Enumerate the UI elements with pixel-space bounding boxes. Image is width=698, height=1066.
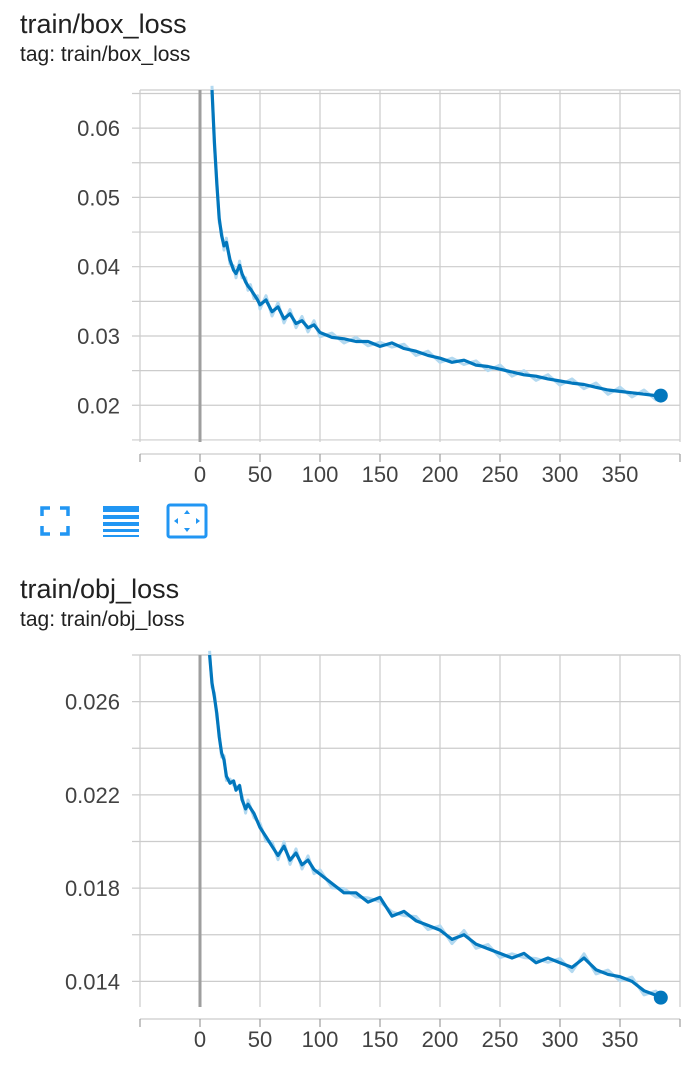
smoothed-series-line — [210, 89, 661, 398]
last-point-marker — [653, 388, 668, 403]
y-tick-label: 0.022 — [65, 783, 120, 808]
last-point-marker — [653, 990, 668, 1005]
y-tick-label: 0.018 — [65, 876, 120, 901]
x-tick-label: 0 — [194, 1027, 206, 1052]
x-tick-label: 50 — [248, 1027, 272, 1052]
x-tick-label: 200 — [422, 462, 459, 487]
x-tick-label: 300 — [542, 462, 579, 487]
chart-tag: tag: train/box_loss — [20, 43, 191, 66]
x-tick-label: 100 — [302, 462, 339, 487]
y-tick-label: 0.014 — [65, 969, 120, 994]
y-tick-label: 0.05 — [77, 185, 120, 210]
raw-series-line — [210, 85, 663, 402]
raw-series-line — [208, 650, 663, 1003]
y-tick-label: 0.06 — [77, 116, 120, 141]
fit-domain-icon — [166, 503, 208, 539]
x-tick-label: 50 — [248, 462, 272, 487]
box-loss-chart[interactable]: 0.02 0.03 0.04 0.05 0.06 0 50 100 150 200 250 300 35… — [0, 0, 698, 500]
x-tick-label: 150 — [362, 462, 399, 487]
toggle-data-table-button[interactable] — [100, 500, 142, 542]
obj-loss-chart[interactable]: 0.014 0.018 0.022 0.026 0 50 100 150 200 250 300 35… — [0, 565, 698, 1065]
x-tick-label: 250 — [482, 462, 519, 487]
y-tick-label: 0.026 — [65, 690, 120, 715]
x-tick-label: 300 — [542, 1027, 579, 1052]
y-tick-label: 0.03 — [77, 324, 120, 349]
smoothed-series-line — [208, 654, 662, 1000]
x-tick-label: 350 — [602, 462, 639, 487]
chart-title: train/obj_loss — [20, 574, 180, 604]
x-tick-label: 100 — [302, 1027, 339, 1052]
fit-domain-button[interactable] — [166, 500, 208, 542]
x-tick-label: 200 — [422, 1027, 459, 1052]
y-tick-label: 0.02 — [77, 393, 120, 418]
x-tick-label: 250 — [482, 1027, 519, 1052]
x-tick-label: 0 — [194, 462, 206, 487]
chart-tag: tag: train/obj_loss — [20, 608, 185, 631]
chart-toolbar — [34, 500, 208, 542]
x-tick-label: 150 — [362, 1027, 399, 1052]
y-tick-label: 0.04 — [77, 255, 120, 280]
x-tick-label: 350 — [602, 1027, 639, 1052]
chart-title: train/box_loss — [20, 9, 187, 39]
fullscreen-icon — [40, 506, 70, 536]
fullscreen-button[interactable] — [34, 500, 76, 542]
data-table-icon — [103, 506, 139, 537]
